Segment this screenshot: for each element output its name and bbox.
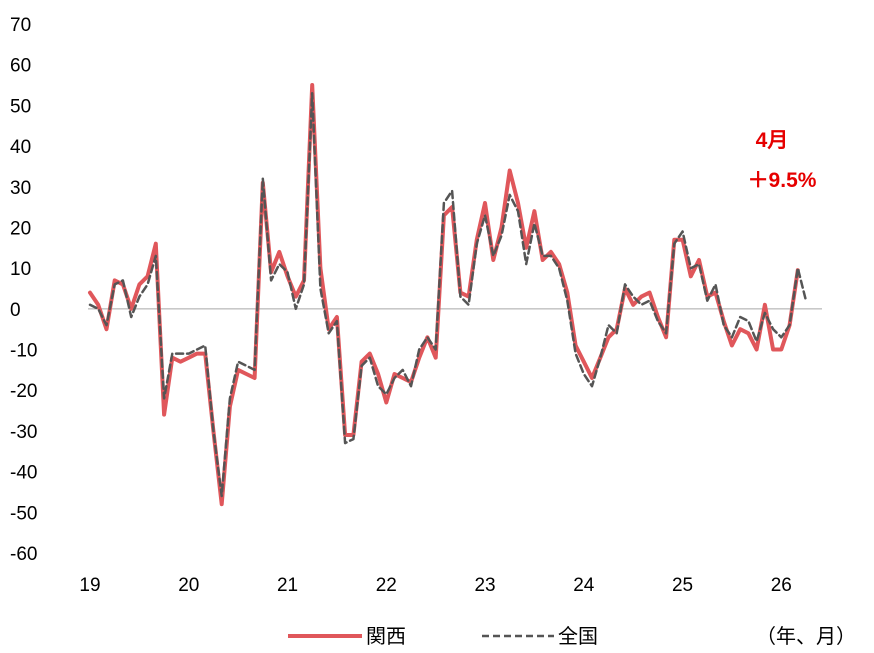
y-tick-label: 20 xyxy=(10,218,31,239)
y-tick-label: 60 xyxy=(10,56,31,77)
y-tick-label: -20 xyxy=(10,381,37,402)
y-tick-label: -60 xyxy=(10,544,37,565)
legend: 関西 全国 xyxy=(288,624,598,648)
annotation: 4月 ＋9.5% xyxy=(748,129,817,192)
y-tick-label: 30 xyxy=(10,178,31,199)
x-tick-label: 26 xyxy=(771,575,792,596)
x-tick-label: 20 xyxy=(178,575,199,596)
annotation-value: ＋9.5% xyxy=(748,169,817,192)
y-tick-label: 70 xyxy=(10,15,31,36)
x-tick-label: 22 xyxy=(376,575,397,596)
y-tick-label: -10 xyxy=(10,341,37,362)
x-tick-label: 25 xyxy=(672,575,693,596)
y-tick-label: 0 xyxy=(10,300,21,321)
x-tick-label: 24 xyxy=(573,575,595,596)
x-tick-label: 23 xyxy=(474,575,495,596)
legend-label-zenkoku: 全国 xyxy=(558,624,598,648)
x-axis-unit: （年、月） xyxy=(756,624,856,648)
x-tick-label: 21 xyxy=(277,575,298,596)
y-tick-label: -30 xyxy=(10,422,37,443)
series-layer xyxy=(88,83,808,507)
series-line-kansai xyxy=(88,83,800,507)
x-axis-tick-labels: 19 20 21 22 23 24 25 26 xyxy=(79,575,791,596)
y-tick-label: 10 xyxy=(10,259,31,280)
y-tick-label: -40 xyxy=(10,463,37,484)
legend-label-kansai: 関西 xyxy=(366,624,406,648)
y-tick-label: 40 xyxy=(10,137,31,158)
series-line-zenkoku xyxy=(88,91,808,498)
y-tick-label: 50 xyxy=(10,96,31,117)
annotation-month: 4月 xyxy=(756,129,789,152)
y-axis-tick-labels: 70 60 50 40 30 20 10 0 -10 -20 -30 -40 -50 -60 xyxy=(10,15,37,565)
y-tick-label: -50 xyxy=(10,503,37,524)
x-tick-label: 19 xyxy=(79,575,100,596)
